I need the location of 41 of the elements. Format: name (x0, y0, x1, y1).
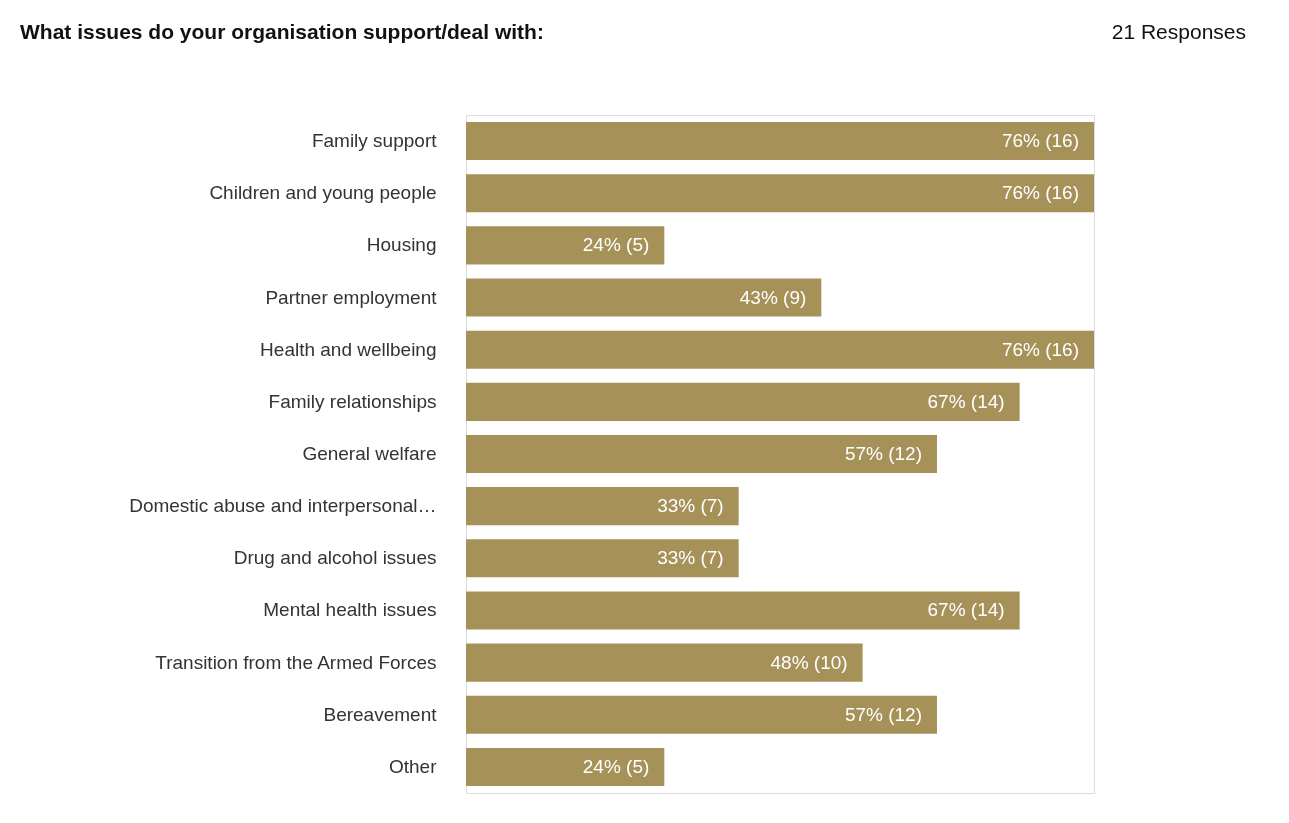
data-label: 24% (5) (582, 755, 650, 777)
bar (466, 330, 1094, 369)
y-tick-label: Family relationships (268, 390, 437, 412)
data-label: 67% (14) (927, 599, 1005, 621)
y-tick-label: Mental health issues (263, 599, 437, 621)
bar (466, 278, 822, 317)
y-tick-label: Bereavement (323, 703, 438, 725)
data-label: 57% (12) (844, 703, 922, 725)
y-tick-label: Health and wellbeing (260, 338, 437, 360)
bar (466, 382, 1020, 421)
data-label: 48% (10) (770, 651, 848, 673)
data-label: 33% (7) (657, 547, 724, 569)
y-tick-label: Partner employment (265, 286, 438, 308)
bar (466, 487, 739, 526)
bar (466, 747, 665, 786)
data-label: 67% (14) (927, 390, 1005, 412)
y-tick-label: Children and young people (209, 182, 437, 204)
y-tick-label: Domestic abuse and interpersonal… (129, 495, 437, 517)
data-label: 76% (16) (1001, 130, 1079, 152)
data-label: 76% (16) (1001, 182, 1079, 204)
data-label: 43% (9) (739, 286, 807, 308)
y-tick-label: Transition from the Armed Forces (155, 651, 437, 673)
text: 21 Responses (1111, 20, 1246, 43)
bar (466, 591, 1020, 630)
y-tick-label: General welfare (302, 443, 437, 464)
bar (466, 174, 1094, 213)
y-tick-label: Other (388, 755, 438, 777)
data-label: 33% (7) (657, 495, 724, 517)
data-label: 76% (16) (1001, 338, 1079, 360)
text: What issues do your organisation support/deal with: (20, 20, 544, 43)
bar (466, 643, 863, 682)
bar (466, 434, 937, 474)
data-label: 57% (12) (844, 443, 922, 464)
y-tick-label: Family support (311, 130, 438, 152)
y-tick-label: Drug and alcohol issues (233, 547, 437, 569)
data-label: 24% (5) (582, 234, 650, 256)
bar (466, 695, 937, 734)
bar (466, 539, 739, 578)
y-tick-label: Housing (366, 234, 437, 256)
bar (466, 122, 1094, 161)
bar (466, 226, 665, 265)
